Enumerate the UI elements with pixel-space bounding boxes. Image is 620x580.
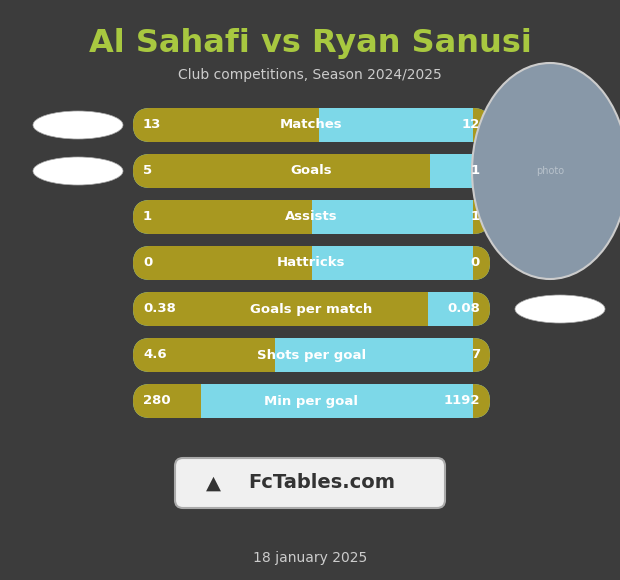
Text: Goals: Goals [291, 165, 332, 177]
Bar [311, 246, 473, 280]
FancyBboxPatch shape [133, 246, 490, 280]
FancyBboxPatch shape [133, 200, 490, 234]
Text: 1: 1 [143, 211, 152, 223]
Ellipse shape [472, 63, 620, 279]
Text: Min per goal: Min per goal [265, 394, 358, 408]
Text: 7: 7 [471, 349, 480, 361]
Text: Assists: Assists [285, 211, 338, 223]
FancyBboxPatch shape [133, 384, 490, 418]
Text: FcTables.com: FcTables.com [249, 473, 396, 492]
Text: Shots per goal: Shots per goal [257, 349, 366, 361]
Text: 0: 0 [471, 256, 480, 270]
Text: Matches: Matches [280, 118, 343, 132]
Text: 1192: 1192 [443, 394, 480, 408]
FancyBboxPatch shape [133, 108, 490, 142]
Bar [201, 384, 473, 418]
Text: 280: 280 [143, 394, 170, 408]
Text: 4.6: 4.6 [143, 349, 167, 361]
Text: Club competitions, Season 2024/2025: Club competitions, Season 2024/2025 [178, 68, 442, 82]
Text: Goals per match: Goals per match [250, 303, 373, 316]
Text: 0: 0 [143, 256, 153, 270]
Text: photo: photo [536, 166, 564, 176]
Text: Al Sahafi vs Ryan Sanusi: Al Sahafi vs Ryan Sanusi [89, 28, 531, 59]
Bar [275, 338, 473, 372]
FancyBboxPatch shape [133, 108, 490, 142]
FancyBboxPatch shape [133, 246, 490, 280]
FancyBboxPatch shape [175, 458, 445, 508]
FancyBboxPatch shape [133, 338, 490, 372]
FancyBboxPatch shape [133, 338, 490, 372]
Ellipse shape [515, 295, 605, 323]
FancyBboxPatch shape [133, 154, 490, 188]
FancyBboxPatch shape [133, 200, 490, 234]
Bar [430, 154, 473, 188]
Text: 1: 1 [471, 165, 480, 177]
Text: ▲: ▲ [205, 473, 221, 492]
FancyBboxPatch shape [133, 292, 490, 326]
Ellipse shape [33, 111, 123, 139]
Text: 0.38: 0.38 [143, 303, 176, 316]
Text: 0.08: 0.08 [447, 303, 480, 316]
FancyBboxPatch shape [133, 384, 490, 418]
Bar [428, 292, 473, 326]
Text: 13: 13 [143, 118, 161, 132]
Bar [319, 108, 473, 142]
Text: 18 january 2025: 18 january 2025 [253, 551, 367, 565]
Text: 5: 5 [143, 165, 152, 177]
Text: 1: 1 [471, 211, 480, 223]
Bar [311, 200, 473, 234]
Text: 12: 12 [462, 118, 480, 132]
FancyBboxPatch shape [133, 154, 490, 188]
Ellipse shape [33, 157, 123, 185]
FancyBboxPatch shape [133, 292, 490, 326]
Text: Hattricks: Hattricks [277, 256, 346, 270]
